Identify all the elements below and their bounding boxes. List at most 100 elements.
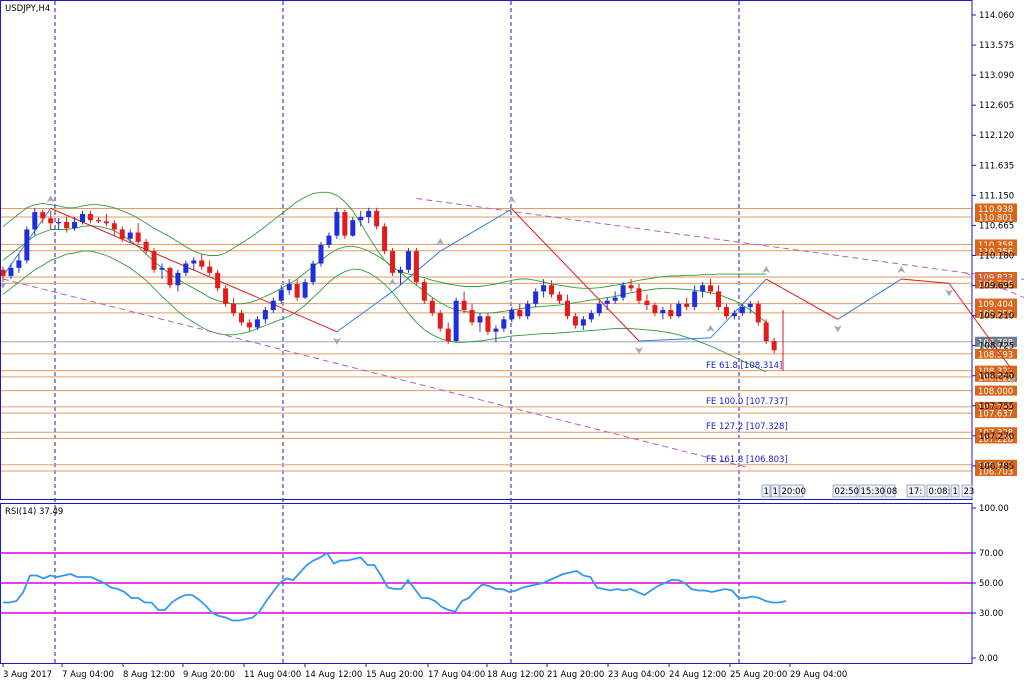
candle[interactable]	[668, 303, 674, 320]
candle[interactable]	[405, 248, 411, 273]
btn-4[interactable]: 02:50	[832, 484, 859, 498]
candle[interactable]	[739, 303, 745, 317]
candle[interactable]	[557, 291, 562, 304]
candle[interactable]	[80, 210, 85, 225]
candle[interactable]	[40, 209, 46, 224]
candle[interactable]	[549, 280, 555, 298]
candle[interactable]	[533, 288, 539, 307]
candle[interactable]	[580, 316, 586, 330]
candle[interactable]	[390, 248, 396, 276]
candle[interactable]	[175, 269, 181, 292]
candle[interactable]	[72, 217, 78, 231]
btn-9[interactable]: 1	[950, 484, 960, 498]
btn-3[interactable]: 20:00	[779, 484, 806, 498]
candle[interactable]	[56, 218, 62, 230]
candle[interactable]	[453, 297, 459, 343]
candle[interactable]	[564, 294, 570, 320]
candle[interactable]	[382, 223, 388, 255]
candle[interactable]	[111, 220, 117, 236]
candle[interactable]	[64, 217, 70, 233]
candle[interactable]	[16, 254, 22, 273]
candle[interactable]	[350, 217, 356, 237]
candle[interactable]	[223, 285, 229, 307]
candle[interactable]	[747, 300, 753, 314]
btn-10[interactable]: 23	[961, 484, 974, 498]
btn-2[interactable]: 1	[770, 484, 780, 498]
candle[interactable]	[620, 282, 626, 301]
candle[interactable]	[286, 279, 292, 295]
candle[interactable]	[8, 263, 14, 280]
candle[interactable]	[628, 279, 634, 292]
candle[interactable]	[135, 223, 141, 245]
btn-5[interactable]: 15:30	[858, 484, 885, 498]
candle[interactable]	[541, 279, 547, 298]
candle[interactable]	[525, 300, 531, 320]
candle[interactable]	[660, 306, 666, 320]
candle[interactable]	[48, 210, 54, 230]
candle[interactable]	[231, 297, 237, 317]
candle[interactable]	[692, 285, 698, 311]
toolbar-buttons[interactable]: 1 1 20:00 02:50 15:30 08 17: 0:08: 1 23	[761, 484, 974, 498]
candle[interactable]	[509, 306, 515, 323]
candle[interactable]	[437, 310, 443, 332]
candle[interactable]	[278, 285, 284, 304]
candle[interactable]	[445, 322, 451, 345]
candle[interactable]	[636, 283, 642, 304]
candle[interactable]	[199, 254, 205, 270]
candle[interactable]	[294, 279, 300, 301]
candle[interactable]	[493, 325, 499, 343]
candle[interactable]	[501, 316, 507, 332]
btn-6[interactable]: 08	[884, 484, 897, 498]
candle[interactable]	[612, 291, 618, 304]
candle[interactable]	[103, 213, 109, 227]
candle[interactable]	[151, 248, 157, 273]
candle[interactable]	[485, 313, 491, 335]
candle[interactable]	[87, 210, 93, 224]
candle[interactable]	[588, 310, 594, 323]
candle[interactable]	[167, 266, 173, 289]
candle[interactable]	[731, 310, 737, 320]
candle[interactable]	[215, 269, 221, 292]
candle[interactable]	[604, 297, 610, 311]
candle[interactable]	[763, 319, 769, 345]
candle[interactable]	[413, 248, 419, 286]
candle[interactable]	[374, 207, 380, 230]
candle[interactable]	[0, 266, 6, 283]
btn-1[interactable]: 1	[761, 484, 771, 498]
candle[interactable]	[95, 217, 101, 224]
candle[interactable]	[32, 207, 38, 236]
candle[interactable]	[684, 297, 690, 311]
candle[interactable]	[755, 300, 761, 326]
candle[interactable]	[254, 316, 260, 330]
candle[interactable]	[716, 285, 721, 311]
candle[interactable]	[358, 210, 364, 227]
candle[interactable]	[119, 226, 125, 242]
candle[interactable]	[421, 279, 427, 304]
candle[interactable]	[207, 260, 213, 276]
candle[interactable]	[262, 306, 268, 324]
candle[interactable]	[334, 207, 340, 239]
candle[interactable]	[676, 300, 682, 318]
candle[interactable]	[246, 319, 252, 332]
candle[interactable]	[771, 337, 777, 354]
candle[interactable]	[429, 297, 435, 317]
candle[interactable]	[310, 260, 316, 286]
candle[interactable]	[342, 209, 348, 239]
candle[interactable]	[469, 303, 475, 326]
candle[interactable]	[239, 310, 244, 326]
candle[interactable]	[398, 266, 403, 286]
candle[interactable]	[191, 257, 197, 270]
candle[interactable]	[708, 279, 714, 295]
candle[interactable]	[127, 229, 133, 244]
candle[interactable]	[572, 313, 578, 329]
candle[interactable]	[366, 207, 372, 224]
candle[interactable]	[700, 282, 706, 298]
candle[interactable]	[270, 297, 276, 314]
btn-8[interactable]: 0:08:	[926, 484, 950, 498]
candle[interactable]	[652, 302, 658, 317]
candle[interactable]	[326, 232, 332, 249]
candle[interactable]	[477, 313, 483, 332]
candle[interactable]	[644, 294, 650, 311]
candle[interactable]	[183, 260, 189, 276]
